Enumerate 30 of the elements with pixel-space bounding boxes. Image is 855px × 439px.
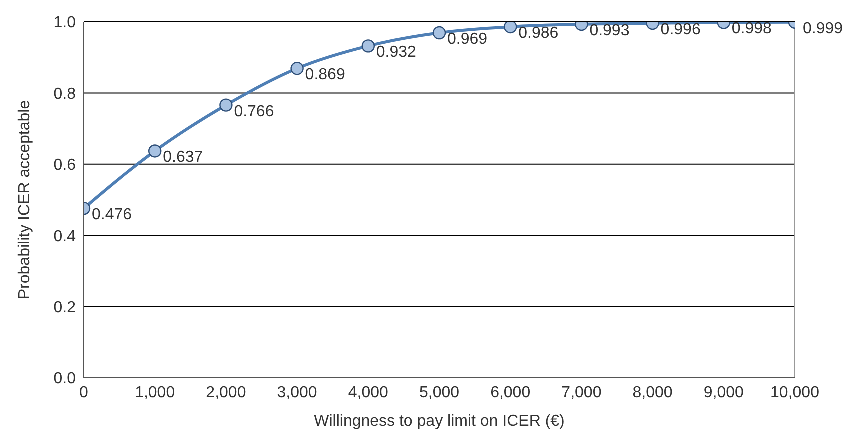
- x-tick-label: 1,000: [135, 384, 176, 402]
- y-axis-title: Probability ICER acceptable: [16, 100, 34, 300]
- data-label: 0.932: [376, 44, 417, 62]
- data-label: 0.993: [590, 22, 630, 40]
- data-label: 0.476: [92, 206, 132, 224]
- y-tick-label: 0.0: [54, 370, 76, 388]
- x-tick-label: 6,000: [490, 384, 531, 402]
- x-tick-label: 7,000: [562, 384, 602, 402]
- data-label: 0.996: [660, 21, 701, 38]
- x-tick-label: 2,000: [206, 384, 246, 402]
- x-tick-label: 5,000: [419, 384, 460, 402]
- y-tick-label: 0.8: [54, 86, 76, 103]
- y-tick-label: 0.4: [54, 228, 76, 246]
- x-tick-label: 9,000: [704, 384, 744, 402]
- data-label: 0.998: [732, 20, 772, 38]
- y-tick-label: 1.0: [54, 14, 76, 32]
- y-tick-label: 0.6: [54, 157, 76, 174]
- data-label: 0.637: [163, 149, 204, 166]
- data-label: 0.969: [448, 31, 488, 48]
- x-tick-label: 10,000: [770, 384, 820, 402]
- x-tick-label: 8,000: [632, 384, 673, 402]
- data-label: 0.986: [518, 24, 559, 42]
- data-label: 0.999: [803, 20, 844, 38]
- y-tick-label: 0.2: [54, 299, 76, 316]
- x-tick-label: 4,000: [348, 384, 389, 402]
- data-label: 0.766: [234, 103, 274, 120]
- x-tick-label: 3,000: [277, 384, 318, 402]
- data-label: 0.869: [305, 66, 346, 84]
- x-axis-title: Willingness to pay limit on ICER (€): [314, 413, 565, 430]
- x-tick-label: 0: [80, 384, 89, 402]
